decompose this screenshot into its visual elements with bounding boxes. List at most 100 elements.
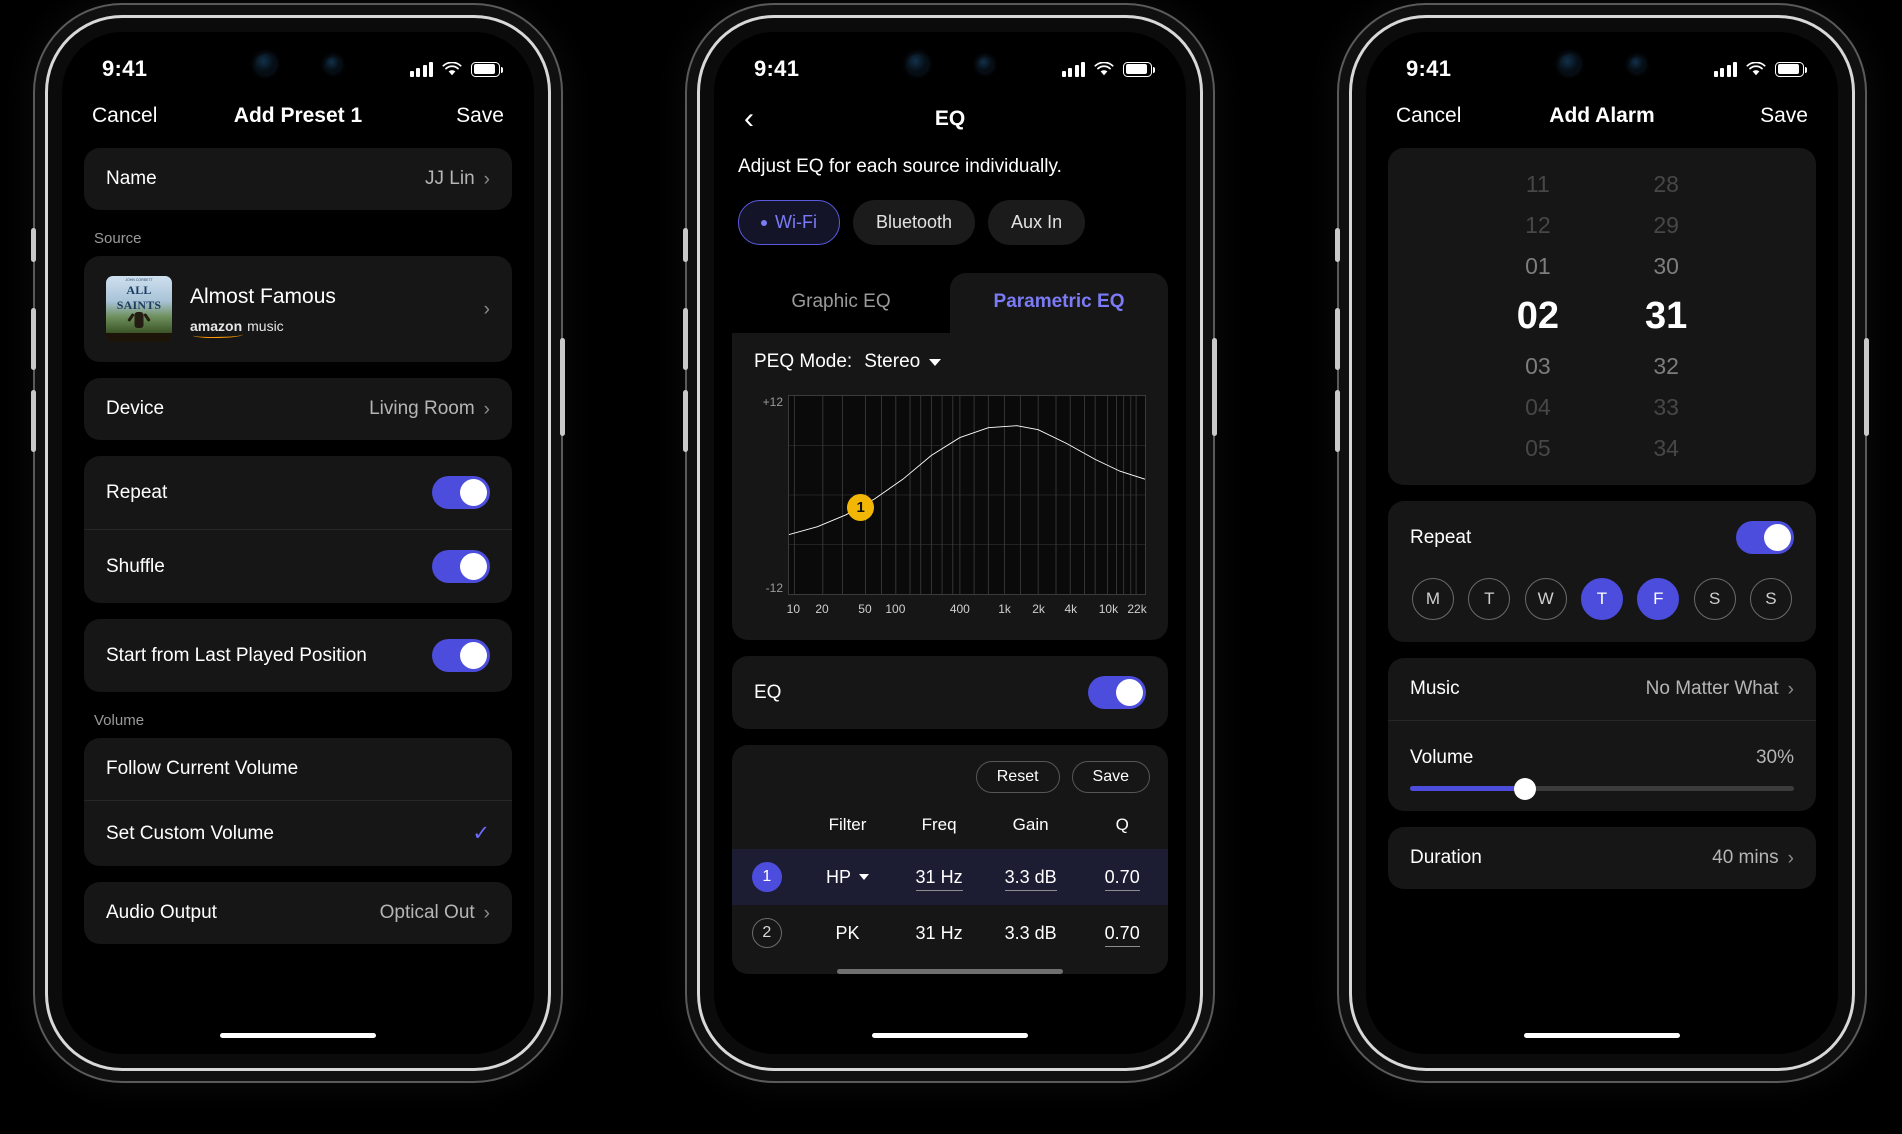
x-tick-100: 100 [885,602,906,616]
horizontal-scrollbar[interactable] [836,969,1064,974]
power-button[interactable] [560,338,565,436]
eq-response-graph[interactable]: 1 [788,395,1146,595]
cancel-button[interactable]: Cancel [92,104,158,127]
tab-parametric-eq[interactable]: Parametric EQ [950,273,1168,333]
chip-aux-in[interactable]: Aux In [988,200,1086,245]
home-indicator[interactable] [220,1033,376,1038]
repeat-toggle[interactable] [432,476,490,509]
save-button[interactable]: Save [1760,104,1808,127]
back-button[interactable]: ‹ [744,104,848,134]
peq-mode-label: PEQ Mode: [754,351,853,372]
status-icons [1713,61,1807,77]
source-row[interactable]: JOHN CORBETT ALL SAINTS Almost Famous am… [84,256,512,362]
picker-item-03[interactable]: 03 [1525,353,1551,379]
set-custom-volume-row[interactable]: Set Custom Volume ✓ [84,800,512,866]
picker-item-05[interactable]: 05 [1525,435,1551,461]
row-gain-cell[interactable]: 3.3 dB [985,849,1077,905]
time-picker[interactable]: 11 12 01 02 03 04 05 28 29 30 31 32 33 34 [1388,148,1816,485]
power-button[interactable] [1212,338,1217,436]
duration-row[interactable]: Duration 40 mins › [1388,827,1816,889]
picker-item-33[interactable]: 33 [1653,394,1679,420]
picker-item-30[interactable]: 30 [1653,253,1679,279]
reset-button[interactable]: Reset [975,761,1060,793]
picker-item-29[interactable]: 29 [1653,212,1679,238]
eq-curve [789,396,1145,594]
row-q-cell[interactable]: 0.70 [1076,905,1168,961]
repeat-toggle[interactable] [1736,521,1794,554]
music-row[interactable]: Music No Matter What › [1388,658,1816,720]
picker-selected-02[interactable]: 02 [1516,295,1559,337]
table-row[interactable]: 2 PK 31 Hz 3.3 dB 0.70 [732,905,1168,961]
audio-output-card: Audio Output Optical Out › [84,882,512,944]
volume-down-button[interactable] [683,390,688,452]
source-card[interactable]: JOHN CORBETT ALL SAINTS Almost Famous am… [84,256,512,362]
picker-item-04[interactable]: 04 [1525,394,1551,420]
picker-item-12[interactable]: 12 [1525,212,1551,238]
picker-selected-31[interactable]: 31 [1645,295,1688,337]
day-toggle-1[interactable]: T [1468,578,1511,620]
device-row[interactable]: Device Living Room › [84,378,512,440]
follow-current-volume-row[interactable]: Follow Current Volume [84,738,512,800]
repeat-row: Repeat [1388,501,1816,574]
row-filter-cell[interactable]: HP [802,849,894,905]
duration-card: Duration 40 mins › [1388,827,1816,889]
eq-node-1[interactable]: 1 [847,493,875,521]
volume-down-button[interactable] [31,390,36,452]
power-button[interactable] [1864,338,1869,436]
day-toggle-6[interactable]: S [1749,578,1792,620]
picker-item-01[interactable]: 01 [1525,253,1551,279]
album-art: JOHN CORBETT ALL SAINTS [106,276,172,342]
filter-actions: Reset Save [732,761,1168,807]
start-last-position-toggle[interactable] [432,639,490,672]
peq-mode-dropdown[interactable]: Stereo [864,351,942,373]
x-tick-4k: 4k [1064,602,1078,616]
shuffle-label: Shuffle [106,555,165,577]
music-label: Music [1410,678,1460,699]
day-toggle-4[interactable]: F [1637,578,1680,620]
row-filter-cell[interactable]: PK [802,905,894,961]
day-toggle-5[interactable]: S [1693,578,1736,620]
volume-down-button[interactable] [1335,390,1340,452]
row-q-cell[interactable]: 0.70 [1076,849,1168,905]
x-tick-50: 50 [858,602,872,616]
chevron-right-icon: › [483,398,490,420]
sensor-icon [977,56,993,72]
day-toggle-0[interactable]: M [1412,578,1454,620]
day-toggle-3[interactable]: T [1580,578,1623,620]
table-row[interactable]: 1 HP 31 Hz 3.3 dB 0.70 [732,849,1168,905]
save-filters-button[interactable]: Save [1071,761,1150,793]
row-index: 2 [751,918,782,948]
cancel-button[interactable]: Cancel [1396,104,1462,127]
volume-slider[interactable] [1388,777,1816,811]
row-gain-cell[interactable]: 3.3 dB [985,905,1077,961]
audio-output-row[interactable]: Audio Output Optical Out › [84,882,512,944]
chip-wifi[interactable]: Wi-Fi [738,200,840,245]
name-row[interactable]: Name JJ Lin › [84,148,512,210]
row-freq-cell[interactable]: 31 Hz [893,905,985,961]
picker-item-34[interactable]: 34 [1653,435,1679,461]
eq-enable-toggle[interactable] [1088,676,1146,709]
tab-graphic-eq[interactable]: Graphic EQ [791,291,891,312]
album-art-sub: JOHN CORBETT [125,278,153,282]
row-freq-cell[interactable]: 31 Hz [893,849,985,905]
volume-track[interactable] [1410,777,1794,800]
home-indicator[interactable] [872,1033,1028,1038]
picker-item-32[interactable]: 32 [1653,353,1679,379]
chip-bluetooth[interactable]: Bluetooth [852,200,976,245]
follow-current-volume-label: Follow Current Volume [106,758,299,779]
picker-item-11[interactable]: 11 [1525,171,1550,197]
eq-tab-group: Graphic EQ Parametric EQ [714,273,1186,333]
home-indicator[interactable] [1524,1033,1680,1038]
shuffle-toggle[interactable] [432,550,490,583]
minute-column[interactable]: 28 29 30 31 32 33 34 [1645,164,1687,469]
day-toggle-2[interactable]: W [1524,578,1567,620]
save-button[interactable]: Save [456,104,504,127]
volume-knob[interactable] [1514,777,1537,800]
x-tick-1k: 1k [998,602,1011,616]
nav-bar: Cancel Add Alarm Save [1366,90,1838,148]
status-time: 9:41 [1406,56,1452,81]
picker-item-28[interactable]: 28 [1653,171,1679,197]
shuffle-row: Shuffle [84,529,512,603]
hour-column[interactable]: 11 12 01 02 03 04 05 [1517,164,1559,469]
